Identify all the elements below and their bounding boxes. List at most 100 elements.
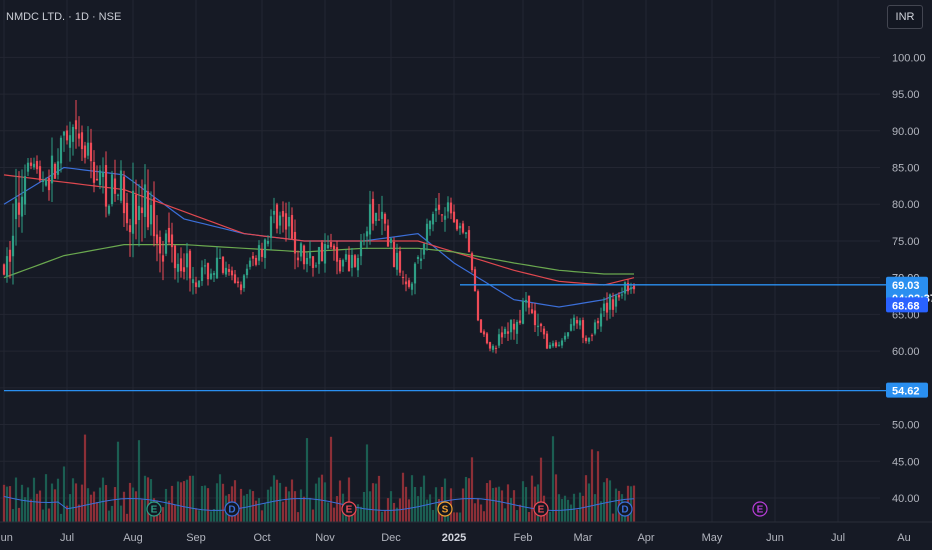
volume-bar [455,512,459,522]
event-marker-e[interactable] [752,501,768,517]
candle-body [209,273,213,279]
volume-bar [248,489,252,522]
candle-body [110,174,114,205]
event-marker-e[interactable] [533,501,549,517]
candle-body [437,204,441,210]
candle-body [407,280,411,287]
event-marker-d[interactable] [224,501,240,517]
candle-body [515,321,519,334]
candle-body [539,323,543,327]
volume-bar [470,457,474,522]
ma-value-tag [886,297,928,313]
candle-body [536,325,540,328]
volume-bar [521,481,525,522]
candle-body [305,257,309,265]
candle-body [89,142,93,162]
volume-bar [515,510,519,522]
candle-body [368,204,372,235]
candle-body [242,275,246,289]
volume-bar [557,494,561,522]
candle-body [533,310,537,326]
volume-bar [401,472,405,522]
volume-bar [353,511,357,522]
volume-bar [359,506,363,522]
candle-body [221,256,225,273]
time-tick-label: Jun [0,532,13,544]
candle-body [332,245,336,250]
candle-body [119,170,123,201]
candle-body [590,335,594,337]
candle-body [440,214,444,216]
candle-body [215,257,219,279]
candle-body [113,178,117,194]
volume-bar [383,510,387,522]
candle-body [2,264,6,275]
volume-bar [608,480,612,522]
candle-body [416,257,420,259]
event-letter: S [442,505,449,516]
candle-body [311,256,315,268]
volume-bar [512,490,516,522]
candle-body [557,344,561,346]
volume-bar [38,490,42,522]
candle-body [14,198,18,220]
volume-bar [434,487,438,522]
volume-bar [596,451,600,522]
candle-body [92,161,96,183]
volume-bar [566,499,570,522]
volume-bar [488,480,492,522]
volume-bar [530,475,534,522]
currency-button[interactable]: INR [887,5,923,29]
volume-bar [14,477,18,522]
time-tick-label: 2025 [442,532,466,544]
volume-bar [362,491,366,522]
candle-body [575,320,579,324]
event-marker-d[interactable] [617,501,633,517]
volume-moving-average [3,496,635,512]
candle-body [380,211,384,219]
volume-bar [584,475,588,522]
candle-body [500,332,504,338]
candle-body [503,328,507,335]
volume-bar [374,483,378,522]
volume-bar [458,512,462,522]
time-tick-label: Jul [831,532,845,544]
volume-bar [257,498,261,522]
volume-bar [272,475,276,522]
candle-body [389,238,393,244]
candle-body [287,216,291,227]
volume-bar [236,512,240,522]
time-axis[interactable]: Jun Jul Aug Sep Oct Nov Dec 2025 Feb Mar Apr May Jun… [0,521,932,544]
volume-bar [32,477,36,522]
symbol-title[interactable]: NMDC LTD. · 1D · NSE [6,11,122,23]
volume-bar [302,496,306,522]
volume-bar [188,475,192,522]
event-marker-e[interactable] [146,501,162,517]
volume-bar [524,487,528,522]
candle-body [107,205,111,214]
volume-bar [206,488,210,522]
candle-body [185,253,189,268]
candle-body [155,234,159,244]
time-tick-label: Jun [766,532,784,544]
event-marker-e[interactable] [341,501,357,517]
volume-bar [110,505,114,522]
event-marker-s[interactable] [437,501,453,517]
volume-bar [269,486,273,522]
volume-bar [554,474,558,522]
volume-bar [314,483,318,522]
volume-bar [413,487,417,522]
candle-body [224,267,228,275]
candle-body [497,334,501,346]
horizontal-levels[interactable] [4,284,888,392]
candle-body [395,252,399,270]
candle-body [179,258,183,272]
volume-bar [461,488,465,522]
volume-bar [575,509,579,522]
candle-body [281,211,285,217]
candle-body [134,194,138,225]
candle-body [227,269,231,272]
volume-bar [77,504,81,522]
